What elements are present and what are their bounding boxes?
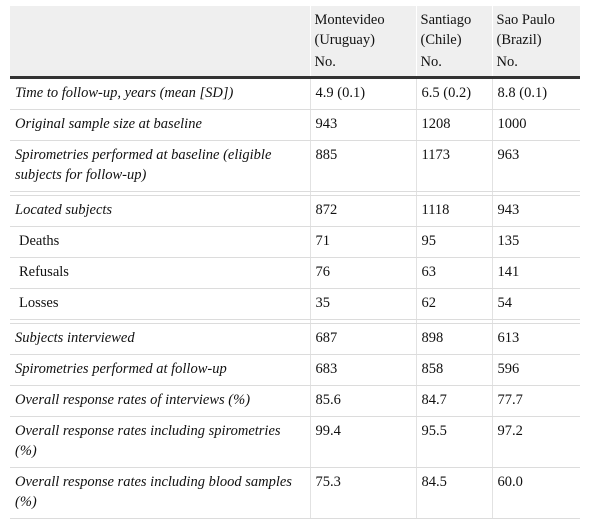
header-row: Montevideo (Uruguay) No. Santiago (Chile)…	[10, 6, 580, 78]
table-row: Overall response rates including blood s…	[10, 467, 580, 519]
table-row: Overall response rates of interviews (%)…	[10, 385, 580, 417]
cell-value: 75.3	[309, 467, 416, 519]
cell-value: 60.0	[491, 467, 580, 519]
cell-value: 35	[309, 288, 416, 320]
cell-value: 77.7	[491, 385, 580, 417]
cell-value: 84.7	[415, 385, 492, 417]
table-row: Located subjects 872 1118 943	[10, 195, 580, 227]
column-unit: No.	[420, 54, 442, 70]
column-unit: No.	[496, 54, 518, 70]
row-label: Located subjects	[10, 195, 310, 227]
header-santiago: Santiago (Chile) No.	[415, 6, 492, 78]
cell-value: 76	[309, 257, 416, 289]
cell-value: 62	[415, 288, 492, 320]
row-label: Refusals	[10, 257, 310, 289]
cell-value: 858	[415, 354, 492, 386]
cell-value: 6.5 (0.2)	[415, 77, 492, 110]
table-row: Overall response rates including spirome…	[10, 416, 580, 468]
table-row: Spirometries performed at baseline (elig…	[10, 140, 580, 192]
cell-value: 1000	[491, 109, 580, 141]
header-empty-cell	[10, 6, 310, 78]
cell-value: 97.2	[491, 416, 580, 468]
cell-value: 99.4	[309, 416, 416, 468]
column-unit: No.	[314, 54, 336, 70]
row-label: Spirometries performed at baseline (elig…	[10, 140, 310, 192]
table-row: Subjects interviewed 687 898 613	[10, 323, 580, 355]
cell-value: 687	[309, 323, 416, 355]
follow-up-table: Montevideo (Uruguay) No. Santiago (Chile)…	[10, 6, 580, 519]
cell-value: 1173	[415, 140, 492, 192]
cell-value: 1208	[415, 109, 492, 141]
row-label: Subjects interviewed	[10, 323, 310, 355]
row-label: Deaths	[10, 226, 310, 258]
cell-value: 85.6	[309, 385, 416, 417]
row-label: Time to follow-up, years (mean [SD])	[10, 77, 310, 110]
cell-value: 95	[415, 226, 492, 258]
cell-value: 63	[415, 257, 492, 289]
spacer-row	[10, 319, 580, 324]
table-row: Original sample size at baseline 943 120…	[10, 109, 580, 141]
cell-value: 71	[309, 226, 416, 258]
column-name: Santiago (Chile)	[420, 12, 472, 48]
row-label: Overall response rates of interviews (%)	[10, 385, 310, 417]
cell-value: 8.8 (0.1)	[491, 77, 580, 110]
cell-value: 135	[491, 226, 580, 258]
cell-value: 885	[309, 140, 416, 192]
header-montevideo: Montevideo (Uruguay) No.	[309, 6, 416, 78]
cell-value: 95.5	[415, 416, 492, 468]
table-row: Time to follow-up, years (mean [SD]) 4.9…	[10, 77, 580, 110]
cell-value: 596	[491, 354, 580, 386]
row-label: Losses	[10, 288, 310, 320]
cell-value: 141	[491, 257, 580, 289]
cell-value: 963	[491, 140, 580, 192]
cell-value: 943	[491, 195, 580, 227]
row-label: Overall response rates including spirome…	[10, 416, 310, 468]
cell-value: 872	[309, 195, 416, 227]
row-label: Spirometries performed at follow-up	[10, 354, 310, 386]
cell-value: 613	[491, 323, 580, 355]
cell-value: 898	[415, 323, 492, 355]
spacer-row	[10, 191, 580, 196]
header-sao-paulo: Sao Paulo (Brazil) No.	[491, 6, 580, 78]
cell-value: 4.9 (0.1)	[309, 77, 416, 110]
row-label: Original sample size at baseline	[10, 109, 310, 141]
cell-value: 54	[491, 288, 580, 320]
cell-value: 1118	[415, 195, 492, 227]
table-row: Deaths 71 95 135	[10, 226, 580, 258]
table-row: Refusals 76 63 141	[10, 257, 580, 289]
table-row: Spirometries performed at follow-up 683 …	[10, 354, 580, 386]
cell-value: 943	[309, 109, 416, 141]
row-label: Overall response rates including blood s…	[10, 467, 310, 519]
cell-value: 84.5	[415, 467, 492, 519]
table-row: Losses 35 62 54	[10, 288, 580, 320]
column-name: Sao Paulo (Brazil)	[496, 12, 555, 48]
cell-value: 683	[309, 354, 416, 386]
column-name: Montevideo (Uruguay)	[314, 12, 385, 48]
